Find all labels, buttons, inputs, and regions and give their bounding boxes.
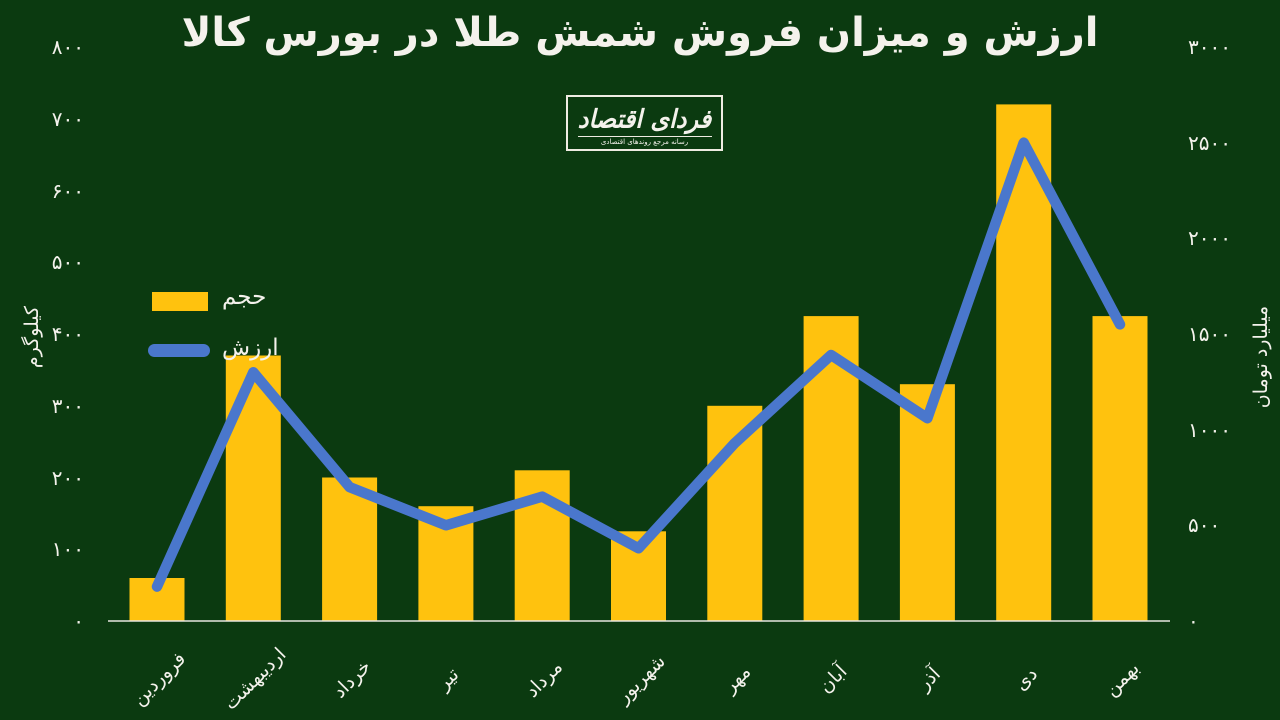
y-tick-right: ۲۵۰۰ — [1188, 130, 1231, 155]
legend-label-volume: حجم — [222, 284, 267, 310]
y-tick-right: ۲۰۰۰ — [1188, 226, 1231, 251]
publisher-logo-tagline: رسانه مرجع روندهای اقتصادی — [600, 138, 689, 146]
y-tick-right: ۰ — [1188, 609, 1199, 633]
publisher-logo-name: فردای اقتصاد — [577, 104, 712, 134]
y-tick-left: ۴۰۰ — [51, 322, 84, 346]
volume-bar — [899, 384, 955, 621]
legend-label-value: ارزش — [222, 335, 279, 361]
right-axis-title: میلیارد تومان — [1250, 305, 1272, 409]
y-tick-right: ۱۰۰۰ — [1188, 417, 1231, 442]
value-line — [151, 137, 1126, 592]
y-tick-right: ۳۰۰۰ — [1188, 35, 1231, 59]
y-tick-left: ۸۰۰ — [51, 35, 84, 59]
y-tick-left: ۲۰۰ — [51, 465, 84, 490]
y-tick-left: ۱۰۰ — [51, 537, 84, 562]
y-tick-left: ۶۰۰ — [51, 178, 84, 203]
y-tick-left: ۳۰۰ — [51, 393, 84, 418]
legend-bar-swatch-icon — [152, 292, 208, 311]
y-tick-left: ۵۰۰ — [51, 250, 84, 275]
y-tick-left: ۷۰۰ — [51, 106, 84, 131]
chart-title: ارزش و میزان فروش شمش طلا در بورس کالا — [181, 10, 1099, 56]
legend: حجم ارزش — [140, 140, 360, 361]
publisher-logo: فردای اقتصاد رسانه مرجع روندهای اقتصادی — [566, 95, 723, 151]
legend-line-swatch-icon — [148, 344, 210, 357]
volume-bar — [1092, 316, 1148, 621]
y-tick-left: ۰ — [73, 609, 84, 633]
volume-bar — [322, 477, 378, 621]
y-tick-right: ۱۵۰۰ — [1188, 322, 1231, 346]
logo-divider — [577, 136, 712, 137]
y-tick-right: ۵۰۰ — [1188, 513, 1221, 538]
left-axis-title: کیلوگرم — [21, 305, 43, 369]
